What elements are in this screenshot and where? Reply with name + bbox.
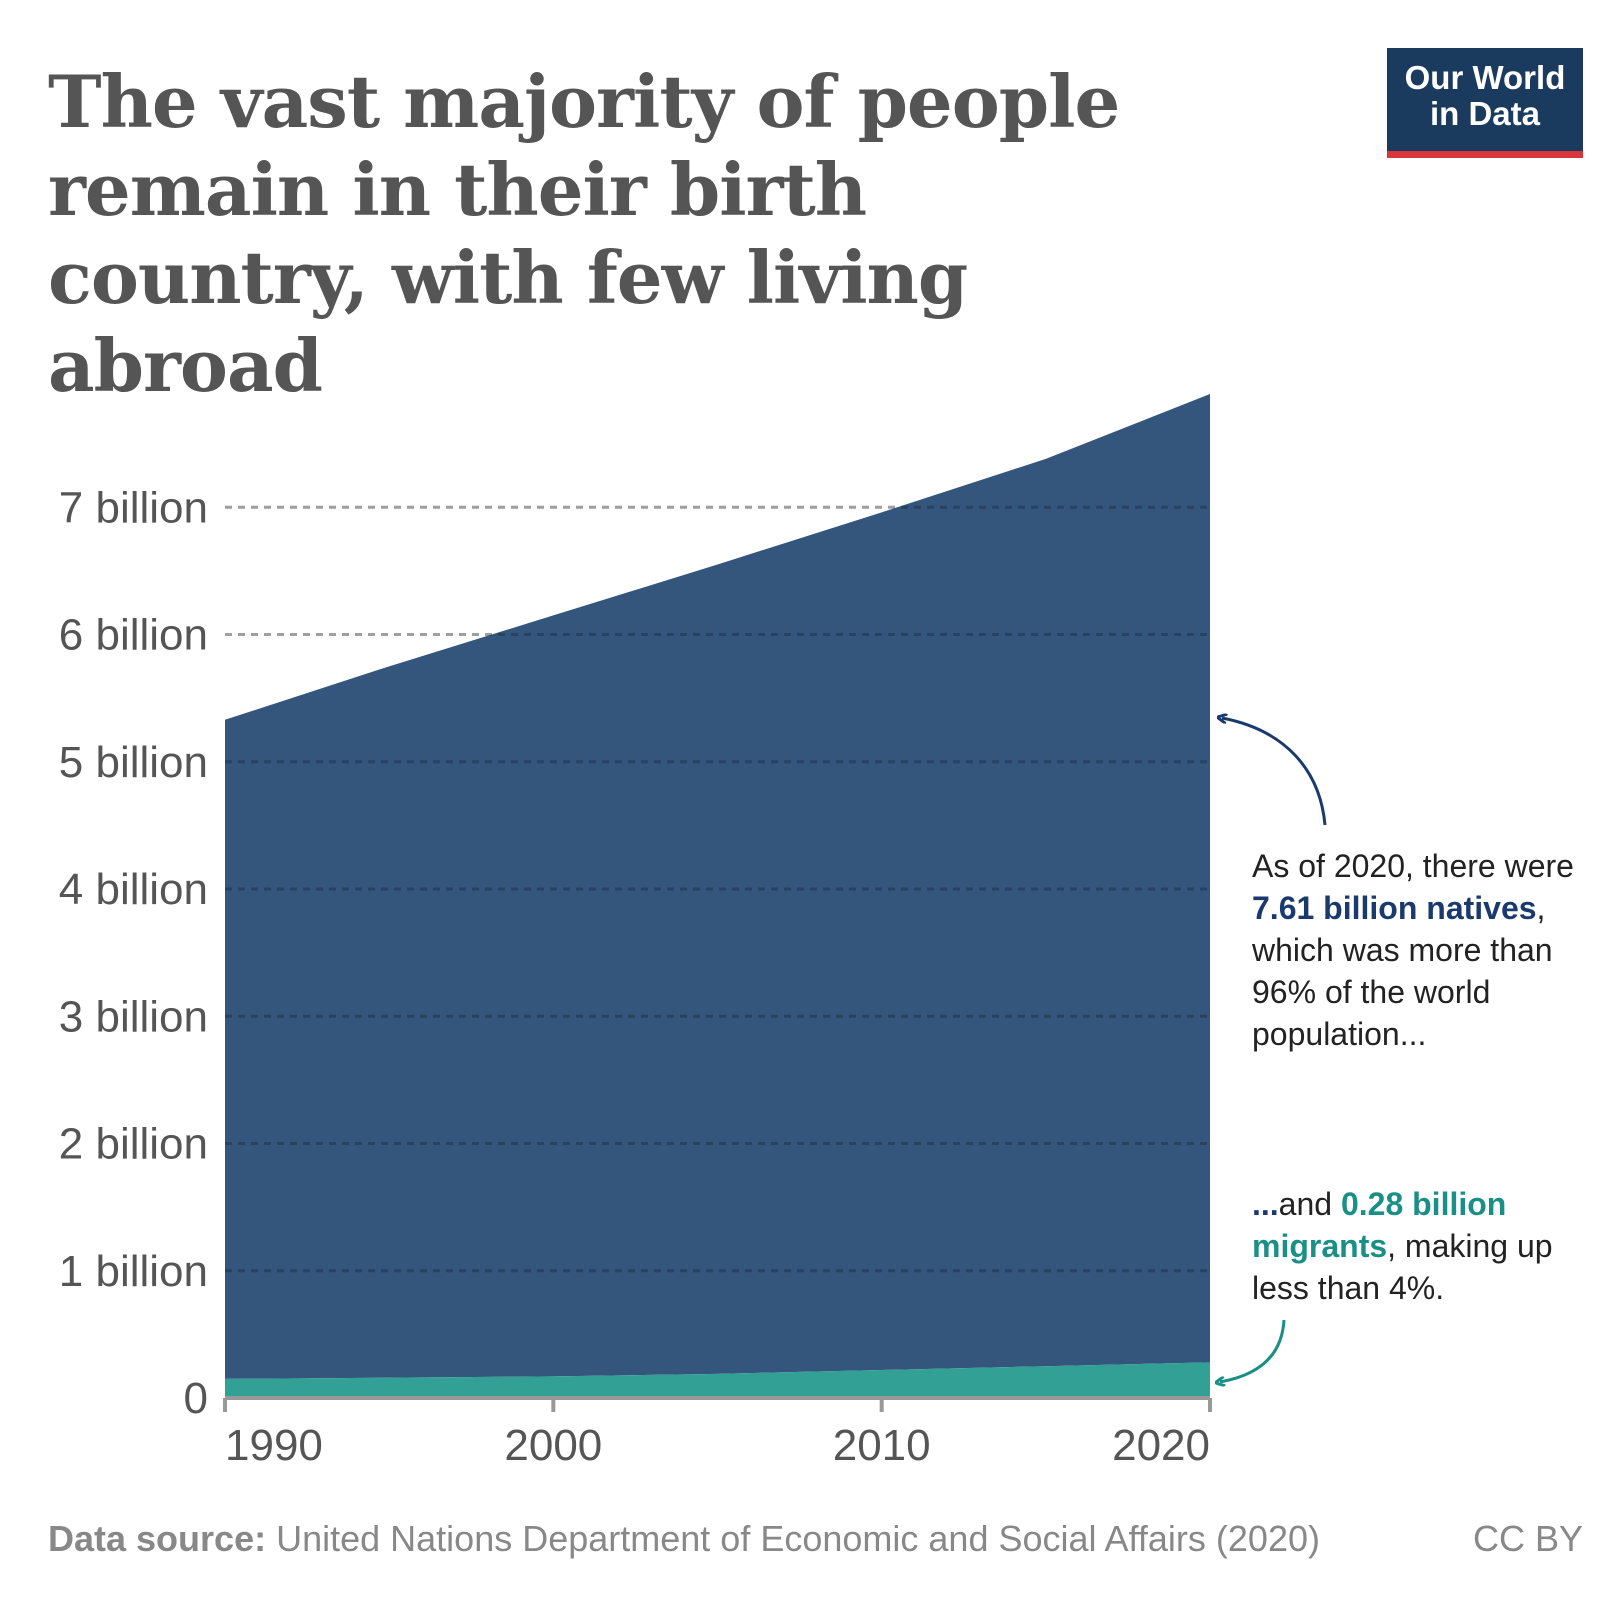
logo-line-1: Our World [1404,59,1566,96]
migrants-annotation-post: , making up less than 4%. [1252,1228,1553,1306]
natives-area [225,393,1210,1379]
owid-logo[interactable]: Our World in Data [1387,48,1583,158]
annotation-arrows [1220,718,1327,1382]
x-tick-label: 2020 [1112,1421,1210,1470]
x-tick-label: 1990 [225,1421,323,1470]
source-text: United Nations Department of Economic an… [276,1518,1320,1559]
migrants-arrow [1220,1319,1286,1382]
axes: 0 1 billion 2 billion 3 billion 4 billion 5 b… [59,483,1212,1470]
license-link[interactable]: CC BY [1472,1518,1583,1559]
source-label: Data source: [48,1518,267,1559]
y-tick-label: 6 billion [59,611,208,660]
migrants-annotation-highlight: 0.28 billion migrants [1252,1186,1507,1264]
areas [225,393,1210,1398]
y-tick-label: 3 billion [59,992,208,1041]
y-tick-label: 4 billion [59,865,208,914]
migrants-annotation: ...and 0.28 billion migrants, making up … [1252,1183,1582,1309]
y-tick-label: 0 [184,1374,208,1423]
y-tick-label: 2 billion [59,1120,208,1169]
y-tick-label: 7 billion [59,483,208,532]
natives-annotation-pre: As of 2020, there were [1252,848,1574,884]
chart-title: The vast majority of people remain in th… [48,59,1120,408]
x-tick-label: 2010 [833,1421,931,1470]
area-chart: 0 1 billion 2 billion 3 billion 4 billion 5 b… [59,393,1327,1470]
migrants-annotation-ellipsis: ... [1252,1186,1279,1222]
migrants-area [225,1362,1210,1398]
natives-arrow [1222,718,1327,826]
y-tick-label: 5 billion [59,738,208,787]
y-tick-label: 1 billion [59,1247,208,1296]
natives-annotation-highlight: 7.61 billion natives [1252,890,1537,926]
x-tick-label: 2000 [504,1421,602,1470]
overlay-gridlines [225,505,1210,1273]
migrants-annotation-mid: and [1278,1186,1341,1222]
natives-annotation-post: , which was more than 96% of the world p… [1252,890,1553,1052]
logo-line-2: in Data [1429,95,1541,132]
natives-annotation: As of 2020, there were 7.61 billion nati… [1252,845,1582,1055]
footer: Data source: United Nations Department o… [48,1518,1583,1560]
